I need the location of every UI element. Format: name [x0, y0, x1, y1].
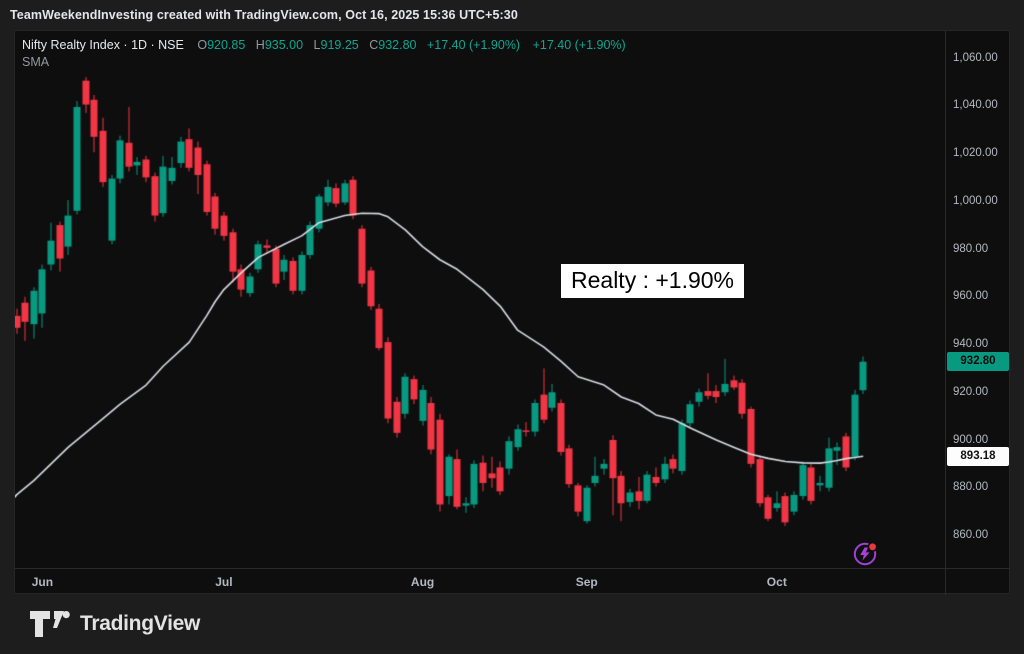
- symbol-title: Nifty Realty Index · 1D · NSE: [22, 38, 184, 52]
- change-value-2: +17.40 (+1.90%): [532, 38, 626, 52]
- price-tick-label: 980.00: [953, 242, 989, 255]
- low-value: 919.25: [320, 38, 359, 52]
- open-label: O: [197, 38, 208, 52]
- price-tick-label: 960.00: [953, 290, 989, 303]
- price-tick-label: 920.00: [953, 385, 989, 398]
- flash-button[interactable]: [850, 539, 880, 569]
- attribution-text: TeamWeekendInvesting created with Tradin…: [10, 8, 518, 22]
- open-value: 920.85: [207, 38, 246, 52]
- low-label: L: [313, 38, 321, 52]
- chart-panel: Nifty Realty Index · 1D · NSE O920.85 H9…: [14, 30, 1010, 595]
- annotation-callout[interactable]: Realty : +1.90%: [561, 264, 745, 298]
- high-label: H: [255, 38, 265, 52]
- price-tick-label: 1,060.00: [953, 51, 998, 64]
- footer-bar: TradingView: [0, 594, 1024, 654]
- time-tick-label: Sep: [575, 575, 598, 589]
- price-tick-label: 1,020.00: [953, 147, 998, 159]
- sma-price-badge: 893.18: [947, 446, 1009, 466]
- legend-symbol-row[interactable]: Nifty Realty Index · 1D · NSE O920.85 H9…: [22, 37, 635, 53]
- chart-legend: Nifty Realty Index · 1D · NSE O920.85 H9…: [22, 37, 635, 70]
- price-tick-label: 860.00: [953, 529, 989, 541]
- sma-indicator-label: SMA: [22, 55, 50, 69]
- time-tick-label: Oct: [766, 575, 787, 589]
- attribution-bar: TeamWeekendInvesting created with Tradin…: [0, 0, 1024, 30]
- price-tick-label: 1,040.00: [953, 99, 998, 112]
- time-tick-label: Aug: [410, 575, 435, 589]
- close-label: C: [369, 38, 379, 52]
- tradingview-logo[interactable]: TradingView: [30, 610, 200, 638]
- lightning-icon: [853, 542, 877, 566]
- price-axis[interactable]: 1,060.00 1,040.00 1,020.00 1,000.00 980.00 96…: [945, 31, 1009, 595]
- close-value: 932.80: [378, 38, 417, 52]
- candlestick-chart[interactable]: [15, 31, 947, 568]
- price-tick-label: 1,000.00: [953, 194, 998, 207]
- price-tick-label: 880.00: [953, 481, 989, 494]
- tradingview-mark-icon: [30, 611, 70, 637]
- high-value: 935.00: [264, 38, 304, 52]
- tradingview-brand-text: TradingView: [80, 612, 201, 635]
- change-value: +17.40 (+1.90%): [426, 38, 521, 52]
- price-tick-label: 900.00: [953, 433, 989, 446]
- time-axis[interactable]: Jun Jul Aug Sep Oct: [15, 568, 1010, 595]
- price-tick-label: 940.00: [953, 338, 989, 350]
- notification-dot: [867, 541, 878, 552]
- time-tick-label: Jun: [31, 575, 54, 589]
- time-tick-label: Jul: [215, 575, 233, 589]
- legend-indicator-row[interactable]: SMA: [22, 54, 635, 70]
- last-price-badge: 932.80: [947, 352, 1009, 372]
